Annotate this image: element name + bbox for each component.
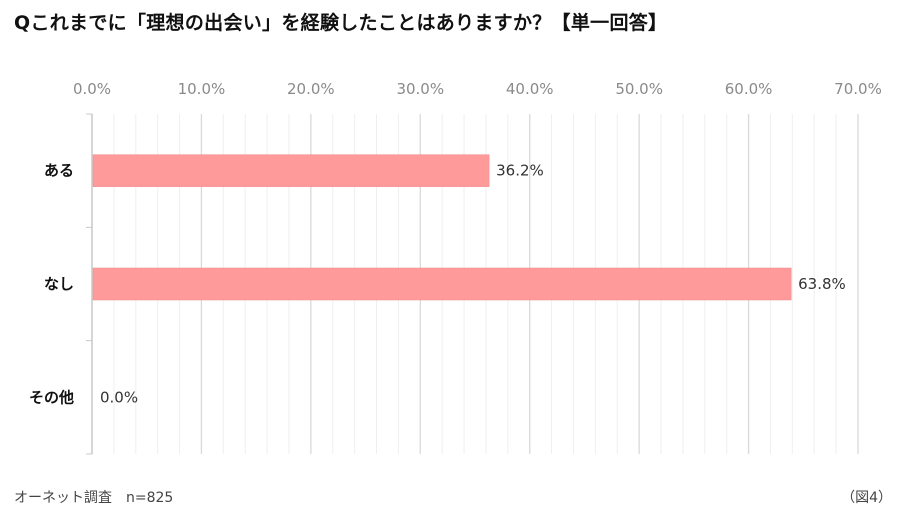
category-label: なし: [44, 275, 74, 293]
x-tick-label: 0.0%: [73, 80, 111, 98]
bar: [92, 154, 490, 187]
x-tick-label: 50.0%: [615, 80, 663, 98]
source-note: オーネット調査 n=825: [14, 490, 174, 506]
x-tick-label: 40.0%: [506, 80, 554, 98]
data-label: 36.2%: [496, 162, 544, 180]
x-tick-label: 20.0%: [287, 80, 335, 98]
figure-number: （図4）: [841, 490, 892, 506]
chart-title: Qこれまでに「理想の出会い」を経験したことはありますか？【単一回答】: [14, 12, 668, 34]
bar: [92, 267, 792, 301]
x-tick-label: 60.0%: [725, 80, 773, 98]
x-tick-label: 10.0%: [178, 80, 226, 98]
data-label: 63.8%: [798, 275, 846, 293]
x-tick-label: 70.0%: [834, 80, 882, 98]
x-tick-label: 30.0%: [396, 80, 444, 98]
category-label: その他: [29, 388, 74, 406]
data-label: 0.0%: [100, 388, 138, 406]
category-label: ある: [44, 162, 74, 180]
